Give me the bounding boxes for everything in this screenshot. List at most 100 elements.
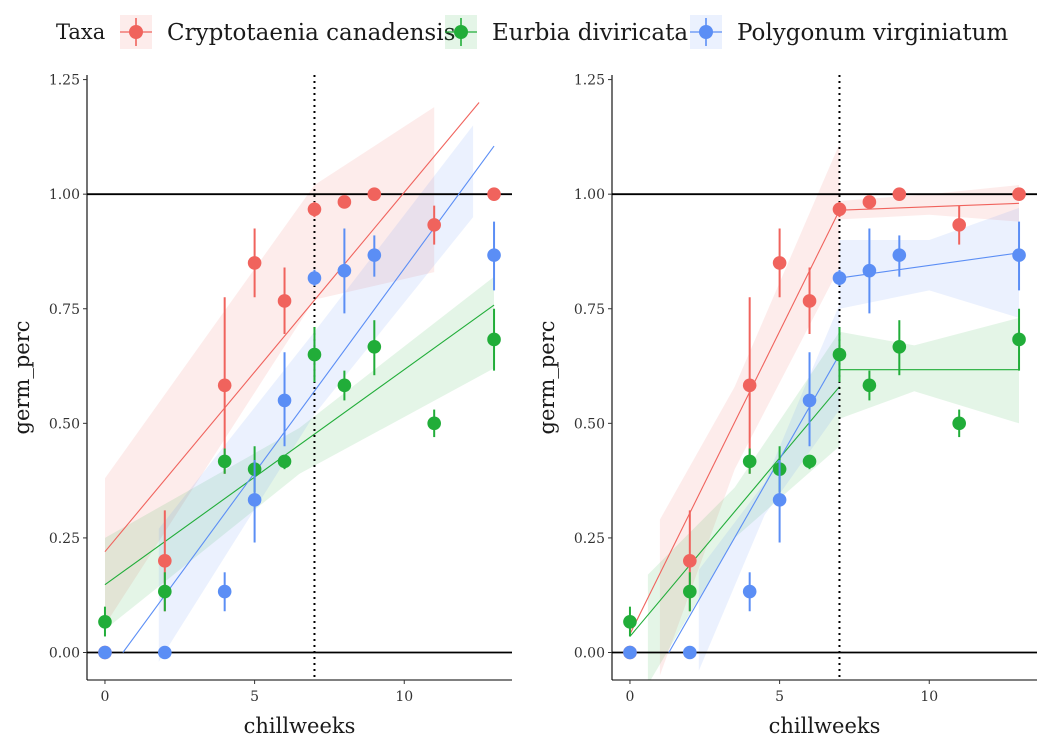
y-tick-label: 0.50 xyxy=(49,416,80,432)
data-point-eurbia-diviricata xyxy=(952,416,966,431)
legend-label: Polygonum virginiatum xyxy=(737,20,1008,46)
data-point-cryptotaenia-canadensis xyxy=(307,202,322,217)
data-point-polygonum-virginiatum xyxy=(98,645,112,660)
data-point-polygonum-virginiatum xyxy=(158,645,172,660)
confidence-band-cryptotaenia-canadensis xyxy=(105,107,435,626)
y-tick-label: 1.00 xyxy=(49,187,80,203)
y-tick-label: 1.25 xyxy=(49,73,80,89)
data-point-polygonum-virginiatum xyxy=(892,248,907,262)
data-point-eurbia-diviricata xyxy=(832,347,847,362)
data-point-cryptotaenia-canadensis xyxy=(247,256,262,270)
legend-entry-eurbia-diviricata: Eurbia diviricata xyxy=(445,15,688,49)
data-point-cryptotaenia-canadensis xyxy=(862,195,877,209)
data-point-eurbia-diviricata xyxy=(487,332,501,347)
fit-line-cryptotaenia-canadensis xyxy=(839,202,1020,211)
x-tick-label: 5 xyxy=(775,689,784,705)
fit-line-eurbia-diviricata xyxy=(104,304,495,586)
data-point-cryptotaenia-canadensis xyxy=(802,294,817,308)
data-point-polygonum-virginiatum xyxy=(832,271,847,285)
data-point-cryptotaenia-canadensis xyxy=(683,554,697,568)
data-point-eurbia-diviricata xyxy=(337,378,352,393)
legend-entry-polygonum-virginiatum: Polygonum virginiatum xyxy=(690,15,1008,49)
data-point-eurbia-diviricata xyxy=(1012,332,1026,347)
fit-line-eurbia-diviricata xyxy=(629,386,840,637)
x-tick-label: 0 xyxy=(625,689,634,705)
plot-area xyxy=(612,75,1037,680)
data-point-eurbia-diviricata xyxy=(307,347,322,362)
data-point-polygonum-virginiatum xyxy=(307,271,322,285)
y-tick-label: 0.50 xyxy=(574,416,605,432)
x-axis-title: chillweeks xyxy=(769,714,881,738)
data-point-polygonum-virginiatum xyxy=(277,393,292,408)
y-tick-label: 0.25 xyxy=(49,531,80,547)
y-tick-label: 0.00 xyxy=(49,646,80,662)
confidence-band-polygonum-virginiatum xyxy=(158,125,474,662)
y-tick-label: 0.75 xyxy=(574,302,605,318)
confidence-band-eurbia-diviricata xyxy=(105,276,494,630)
data-point-eurbia-diviricata xyxy=(98,614,112,629)
data-point-polygonum-virginiatum xyxy=(367,248,382,262)
legend: Taxa Cryptotaenia canadensis Eurbia divir… xyxy=(56,15,1008,49)
data-point-cryptotaenia-canadensis xyxy=(742,378,757,393)
legend-label: Cryptotaenia canadensis xyxy=(167,20,455,46)
data-point-polygonum-virginiatum xyxy=(623,645,637,660)
data-point-eurbia-diviricata xyxy=(277,454,292,469)
y-tick-label: 0.00 xyxy=(574,646,605,662)
legend-key-point xyxy=(129,25,143,39)
data-point-eurbia-diviricata xyxy=(367,339,382,354)
data-point-eurbia-diviricata xyxy=(892,339,907,354)
y-tick-label: 1.00 xyxy=(574,187,605,203)
legend-label: Eurbia diviricata xyxy=(492,20,688,46)
confidence-band-polygonum-virginiatum xyxy=(839,207,1019,318)
fit-line-cryptotaenia-canadensis xyxy=(104,102,480,553)
data-point-cryptotaenia-canadensis xyxy=(892,187,907,201)
data-point-polygonum-virginiatum xyxy=(487,248,501,262)
data-point-polygonum-virginiatum xyxy=(1012,248,1026,262)
x-tick-label: 10 xyxy=(920,689,938,705)
y-tick-label: 1.25 xyxy=(574,73,605,89)
data-point-cryptotaenia-canadensis xyxy=(277,294,292,308)
data-point-cryptotaenia-canadensis xyxy=(1012,187,1026,201)
x-axis-title: chillweeks xyxy=(244,714,356,738)
data-point-polygonum-virginiatum xyxy=(802,393,817,408)
data-point-eurbia-diviricata xyxy=(623,614,637,629)
data-point-polygonum-virginiatum xyxy=(217,584,232,599)
x-tick-label: 10 xyxy=(395,689,413,705)
data-point-eurbia-diviricata xyxy=(217,454,232,469)
data-point-polygonum-virginiatum xyxy=(683,645,697,660)
data-point-polygonum-virginiatum xyxy=(862,263,877,278)
data-point-polygonum-virginiatum xyxy=(742,584,757,599)
data-point-polygonum-virginiatum xyxy=(772,493,787,507)
plot-area xyxy=(87,75,512,680)
data-point-cryptotaenia-canadensis xyxy=(487,187,501,201)
y-tick-label: 0.25 xyxy=(574,531,605,547)
data-point-cryptotaenia-canadensis xyxy=(772,256,787,270)
data-point-eurbia-diviricata xyxy=(683,584,697,599)
legend-key-point xyxy=(699,25,713,39)
fit-line-cryptotaenia-canadensis xyxy=(629,209,840,635)
data-point-eurbia-diviricata xyxy=(158,584,172,599)
data-point-polygonum-virginiatum xyxy=(247,493,262,507)
data-point-eurbia-diviricata xyxy=(742,454,757,469)
data-point-cryptotaenia-canadensis xyxy=(158,554,172,568)
y-axis-title: germ_perc xyxy=(10,321,34,435)
right-panel: 0.00 0.25 0.50 0.75 1.00 1.25 0 5 10 chillweeks ge… xyxy=(535,73,1037,738)
confidence-band-polygonum-virginiatum xyxy=(698,304,840,671)
data-point-cryptotaenia-canadensis xyxy=(427,218,441,232)
legend-entry-cryptotaenia-canadensis: Cryptotaenia canadensis xyxy=(120,15,455,49)
legend-key-point xyxy=(454,25,468,39)
data-point-eurbia-diviricata xyxy=(427,416,441,431)
data-point-cryptotaenia-canadensis xyxy=(367,187,382,201)
data-point-cryptotaenia-canadensis xyxy=(952,218,966,232)
x-tick-label: 0 xyxy=(100,689,109,705)
x-tick-label: 5 xyxy=(250,689,259,705)
left-panel: 0.00 0.25 0.50 0.75 1.00 1.25 0 5 10 chillweeks ge… xyxy=(10,73,512,738)
confidence-band-eurbia-diviricata xyxy=(839,317,1019,424)
data-point-eurbia-diviricata xyxy=(802,454,817,469)
legend-title: Taxa xyxy=(56,20,105,44)
y-tick-label: 0.75 xyxy=(49,302,80,318)
data-point-cryptotaenia-canadensis xyxy=(217,378,232,393)
data-point-cryptotaenia-canadensis xyxy=(832,202,847,217)
